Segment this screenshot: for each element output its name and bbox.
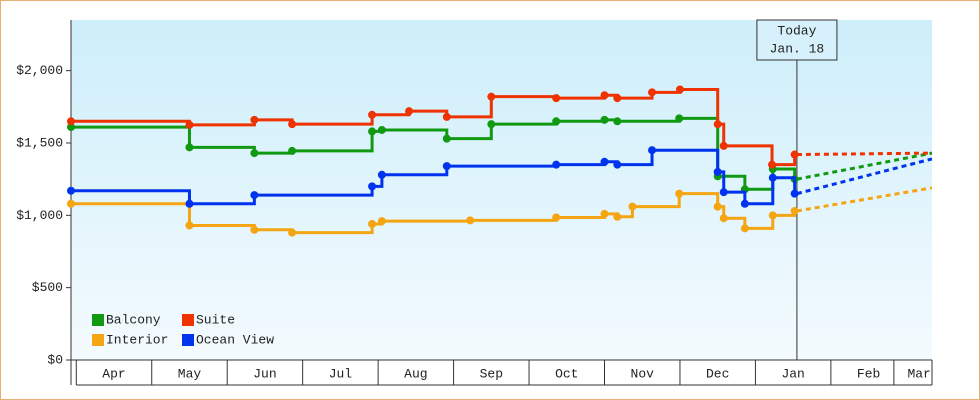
x-tick-label: Sep [480, 366, 503, 381]
price-point [487, 92, 496, 101]
x-tick-label: Oct [555, 366, 578, 381]
price-point [552, 117, 561, 126]
price-point [67, 199, 75, 208]
price-point [790, 206, 799, 215]
price-point [552, 213, 561, 222]
price-point [719, 214, 728, 223]
x-tick-label: Aug [404, 366, 427, 381]
y-tick-label: $1,000 [16, 208, 63, 223]
y-tick-label: $2,000 [16, 63, 63, 78]
price-point [185, 120, 194, 129]
legend-swatch [92, 334, 104, 346]
price-point [613, 160, 622, 169]
legend-label: Suite [196, 312, 235, 327]
plot-area [71, 20, 932, 360]
price-point [368, 220, 377, 228]
price-point [628, 202, 637, 211]
price-point [768, 160, 777, 169]
price-point [790, 189, 799, 198]
price-point [466, 216, 475, 225]
price-point [600, 157, 609, 166]
price-point [288, 228, 297, 237]
price-point [377, 217, 386, 226]
price-point [552, 94, 561, 103]
x-tick-label: Apr [102, 366, 125, 381]
price-point [790, 150, 799, 159]
legend-label: Ocean View [196, 332, 274, 347]
price-point [552, 160, 561, 169]
price-point [67, 186, 75, 195]
price-point [377, 125, 386, 134]
today-label: Today [777, 23, 816, 38]
legend-swatch [182, 334, 194, 346]
price-point [740, 199, 749, 208]
price-point [713, 120, 722, 129]
price-point [67, 117, 75, 126]
legend-label: Balcony [106, 312, 161, 327]
price-point [250, 225, 259, 234]
legend-label: Interior [106, 332, 168, 347]
price-point [67, 123, 75, 132]
price-point [288, 120, 297, 129]
price-point [768, 173, 777, 182]
price-point [719, 141, 728, 150]
price-point [600, 115, 609, 124]
x-tick-label: Mar [907, 366, 930, 381]
price-point [250, 149, 259, 158]
price-point [442, 112, 451, 121]
price-point [368, 110, 377, 119]
price-point [600, 209, 609, 218]
price-point [442, 162, 451, 171]
price-point [185, 221, 194, 230]
price-point [487, 120, 496, 129]
price-point [648, 88, 657, 97]
x-tick-label: Jan [781, 366, 804, 381]
price-point [719, 188, 728, 197]
price-point [600, 91, 609, 100]
x-tick-label: May [178, 366, 202, 381]
price-point [740, 224, 749, 233]
today-date: Jan. 18 [770, 41, 825, 56]
price-point [368, 182, 377, 191]
price-point [675, 114, 684, 123]
forecast-line [796, 151, 933, 157]
price-point [713, 167, 722, 176]
price-point [185, 143, 194, 152]
price-point [185, 199, 194, 208]
price-point [613, 117, 622, 126]
x-tick-label: Jun [253, 366, 276, 381]
price-point [442, 134, 451, 143]
price-point [250, 191, 259, 200]
legend-swatch [182, 314, 194, 326]
price-point [675, 189, 684, 198]
price-point [613, 94, 622, 103]
y-tick-label: $500 [32, 280, 63, 295]
x-tick-label: Nov [631, 366, 655, 381]
price-point [377, 170, 386, 179]
legend-swatch [92, 314, 104, 326]
price-point [768, 211, 777, 220]
today-box [756, 19, 838, 61]
x-tick-label: Feb [857, 366, 880, 381]
forecast-line [796, 186, 933, 213]
y-tick-label: $1,500 [16, 135, 63, 150]
forecast-line [796, 151, 933, 181]
price-point [405, 107, 414, 116]
x-tick-label: Jul [329, 366, 353, 381]
y-tick-label: $0 [47, 352, 63, 367]
price-point [250, 115, 259, 124]
price-point [288, 146, 297, 155]
price-point [368, 127, 377, 136]
price-point [675, 85, 684, 94]
price-point [713, 202, 722, 211]
price-point [648, 146, 657, 155]
x-tick-label: Dec [706, 366, 729, 381]
price-point [613, 212, 622, 221]
